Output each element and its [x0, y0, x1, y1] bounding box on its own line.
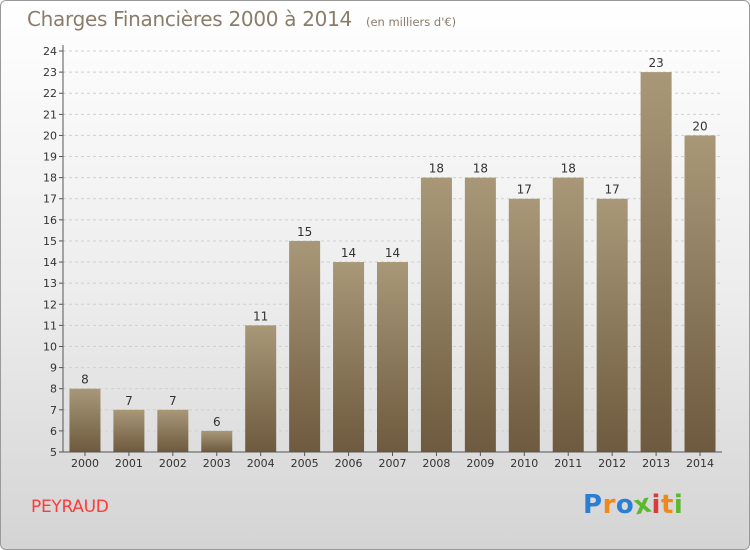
bar-value-label: 6	[213, 415, 221, 429]
logo-letter: r	[602, 490, 616, 520]
bar-value-label: 23	[648, 56, 663, 70]
bar-value-label: 18	[429, 162, 444, 176]
bar	[596, 198, 628, 452]
y-tick-label: 5	[50, 446, 57, 459]
x-tick-label: 2013	[642, 457, 670, 470]
y-tick-label: 13	[43, 277, 57, 290]
y-tick-label: 23	[43, 66, 57, 79]
y-tick-label: 21	[43, 108, 57, 121]
bar-chart: 5 6 7 8 9 10 11 12 13 14 15 16 17 18 19 20 21 22 23 24 2000 2…	[43, 45, 722, 470]
logo-letter: t	[660, 490, 674, 520]
y-tick-label: 18	[43, 172, 57, 185]
logo-letter: P	[583, 490, 603, 520]
y-tick-label: 7	[50, 404, 57, 417]
bar-value-label: 8	[81, 373, 89, 387]
axes: 5 6 7 8 9 10 11 12 13 14 15 16 17 18 19 20 21 22 23 24 2000 2…	[43, 45, 722, 470]
bar	[113, 409, 145, 452]
bar-value-label: 17	[605, 183, 620, 197]
bar	[464, 177, 496, 452]
x-tick-label: 2009	[466, 457, 494, 470]
y-tick-label: 11	[43, 319, 57, 332]
bar	[157, 409, 189, 452]
x-tick-label: 2001	[115, 457, 143, 470]
commune-name: PEYRAUD	[31, 497, 109, 517]
y-tick-label: 17	[43, 193, 57, 206]
y-tick-label: 8	[50, 383, 57, 396]
x-tick-label: 2011	[554, 457, 582, 470]
bar	[289, 240, 321, 452]
bar	[640, 72, 672, 453]
x-tick-label: 2003	[203, 457, 231, 470]
bars	[69, 72, 716, 453]
bar	[420, 177, 452, 452]
bar	[69, 388, 101, 452]
y-tick-label: 9	[50, 362, 57, 375]
bar-value-label: 7	[169, 394, 177, 408]
chart-title-text: Charges Financières 2000 à 2014	[27, 7, 352, 31]
y-tick-label: 12	[43, 298, 57, 311]
x-tick-label: 2004	[247, 457, 275, 470]
x-tick-label: 2000	[71, 457, 99, 470]
bar-value-label: 18	[473, 162, 488, 176]
bar	[552, 177, 584, 452]
chart-title: Charges Financières 2000 à 2014 (en milli…	[27, 7, 456, 31]
chart-unit: (en milliers d'€)	[365, 15, 457, 29]
bar	[377, 262, 408, 452]
bar-value-label: 18	[561, 162, 576, 176]
bar-value-label: 15	[297, 225, 312, 239]
x-tick-label: 2012	[598, 457, 626, 470]
y-tick-label: 10	[43, 340, 57, 353]
y-tick-label: 24	[43, 45, 57, 58]
y-tick-label: 16	[43, 214, 57, 227]
bar-value-label: 7	[125, 394, 133, 408]
bar-value-label: 17	[517, 183, 532, 197]
x-tick-label: 2010	[510, 457, 538, 470]
bar	[201, 430, 233, 452]
bar-value-label: 11	[253, 309, 268, 323]
bar	[684, 135, 716, 452]
logo-letter: o	[615, 490, 635, 520]
y-tick-label: 15	[43, 235, 57, 248]
x-tick-label: 2014	[686, 457, 714, 470]
bar	[508, 198, 540, 452]
bar-value-label: 14	[385, 246, 400, 260]
y-tick-label: 6	[50, 425, 57, 438]
x-tick-label: 2008	[422, 457, 450, 470]
logo-letter: i	[651, 490, 661, 520]
data-labels: 8 7 7 6 11 15 14 14 18 18 17 18 17 23 20	[81, 56, 708, 429]
y-tick-label: 22	[43, 87, 57, 100]
y-tick-label: 14	[43, 256, 57, 269]
x-tick-label: 2006	[335, 457, 363, 470]
x-tick-label: 2007	[379, 457, 407, 470]
bar-value-label: 20	[692, 119, 707, 133]
y-tick-label: 20	[43, 129, 57, 142]
logo-letter: i	[673, 490, 684, 520]
proxiti-logo: Proxiti	[583, 489, 684, 522]
bar	[245, 325, 277, 452]
y-tick-label: 19	[43, 151, 57, 164]
x-tick-label: 2002	[159, 457, 187, 470]
bar-value-label: 14	[341, 246, 356, 260]
bar	[333, 262, 365, 452]
x-tick-label: 2005	[291, 457, 319, 470]
